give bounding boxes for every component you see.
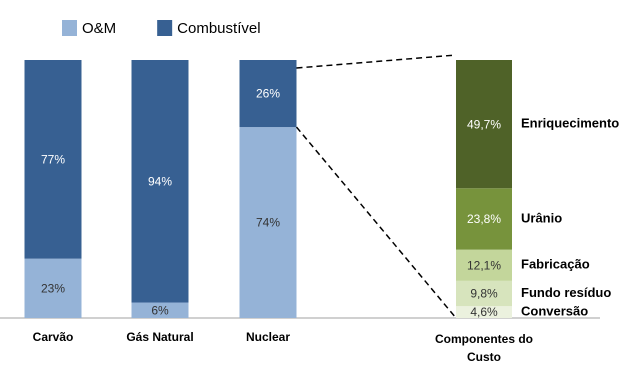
segment-label: Urânio: [521, 210, 562, 225]
x-tick-label: Componentes do Custo: [435, 332, 533, 364]
value-label: 6%: [151, 303, 169, 317]
bar-segment: [24, 60, 82, 259]
bar-segment: [456, 60, 512, 189]
legend-label: O&M: [82, 20, 116, 37]
legend-swatch: [62, 20, 77, 36]
bar-segment: [131, 302, 189, 318]
bar-segment: [456, 249, 512, 281]
x-tick-label: Carvão: [33, 330, 74, 344]
connector: [295, 126, 457, 319]
value-label: 4,6%: [470, 305, 498, 319]
value-label: 26%: [256, 87, 280, 101]
segment-label: Enriquecimento: [521, 116, 619, 131]
segment-label: Fabricação: [521, 257, 590, 272]
bar-segment: [131, 60, 189, 303]
bar-segment: [456, 280, 512, 307]
legend-label: Combustível: [177, 20, 260, 37]
value-label: 23%: [41, 282, 65, 296]
x-tick-label: Gás Natural: [126, 330, 193, 344]
bar-segment: [239, 127, 297, 318]
legend-swatch: [157, 20, 173, 36]
x-tick-label: Nuclear: [246, 330, 290, 344]
x-tick-label-box: Componentes do Custo: [435, 332, 533, 364]
value-label: 23,8%: [467, 212, 501, 226]
value-label: 49,7%: [467, 117, 501, 131]
segment-label: Conversão: [521, 304, 588, 319]
value-label: 9,8%: [470, 287, 498, 301]
value-label: 12,1%: [467, 258, 501, 272]
segment-label: Fundo resíduo: [521, 285, 611, 300]
bar-segment: [239, 60, 297, 128]
bar-segment: [24, 258, 82, 318]
value-label: 74%: [256, 216, 280, 230]
value-label: 94%: [148, 174, 172, 188]
bar-segment: [456, 306, 512, 318]
connector: [296, 54, 457, 69]
value-label: 77%: [41, 153, 65, 167]
bar-segment: [456, 188, 512, 250]
